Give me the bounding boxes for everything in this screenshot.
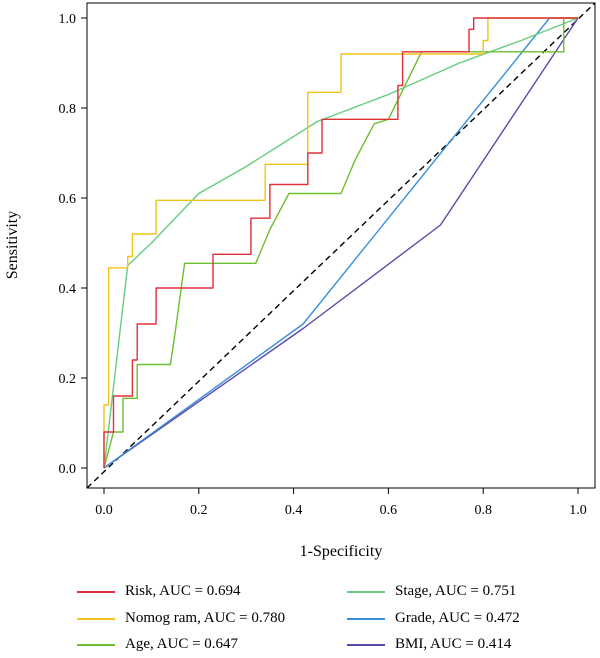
reference-diagonal-line (86, 2, 596, 489)
series-line-0 (103, 17, 578, 468)
y-tick-label: 0.6 (59, 192, 77, 207)
x-tick-label: 0.6 (380, 503, 398, 518)
y-tick-label: 1.0 (59, 12, 77, 27)
y-axis-label: Sensitivity (4, 211, 21, 279)
series-line-5 (103, 17, 579, 469)
x-tick-label: 0.4 (285, 503, 303, 518)
y-tick-label: 0.2 (59, 372, 77, 387)
y-tick-label: 0.0 (59, 462, 77, 477)
x-tick-label: 0.8 (474, 503, 492, 518)
y-tick-label: 0.4 (59, 282, 77, 297)
x-tick-label: 0.2 (190, 503, 208, 518)
x-axis-label: 1-Specificity (300, 543, 383, 560)
series-line-1 (103, 17, 578, 468)
y-tick-label: 0.8 (59, 102, 77, 117)
x-tick-label: 0.0 (95, 503, 113, 518)
x-tick-label: 1.0 (569, 503, 587, 518)
plot-frame (86, 2, 596, 489)
series-line-2 (103, 17, 578, 469)
